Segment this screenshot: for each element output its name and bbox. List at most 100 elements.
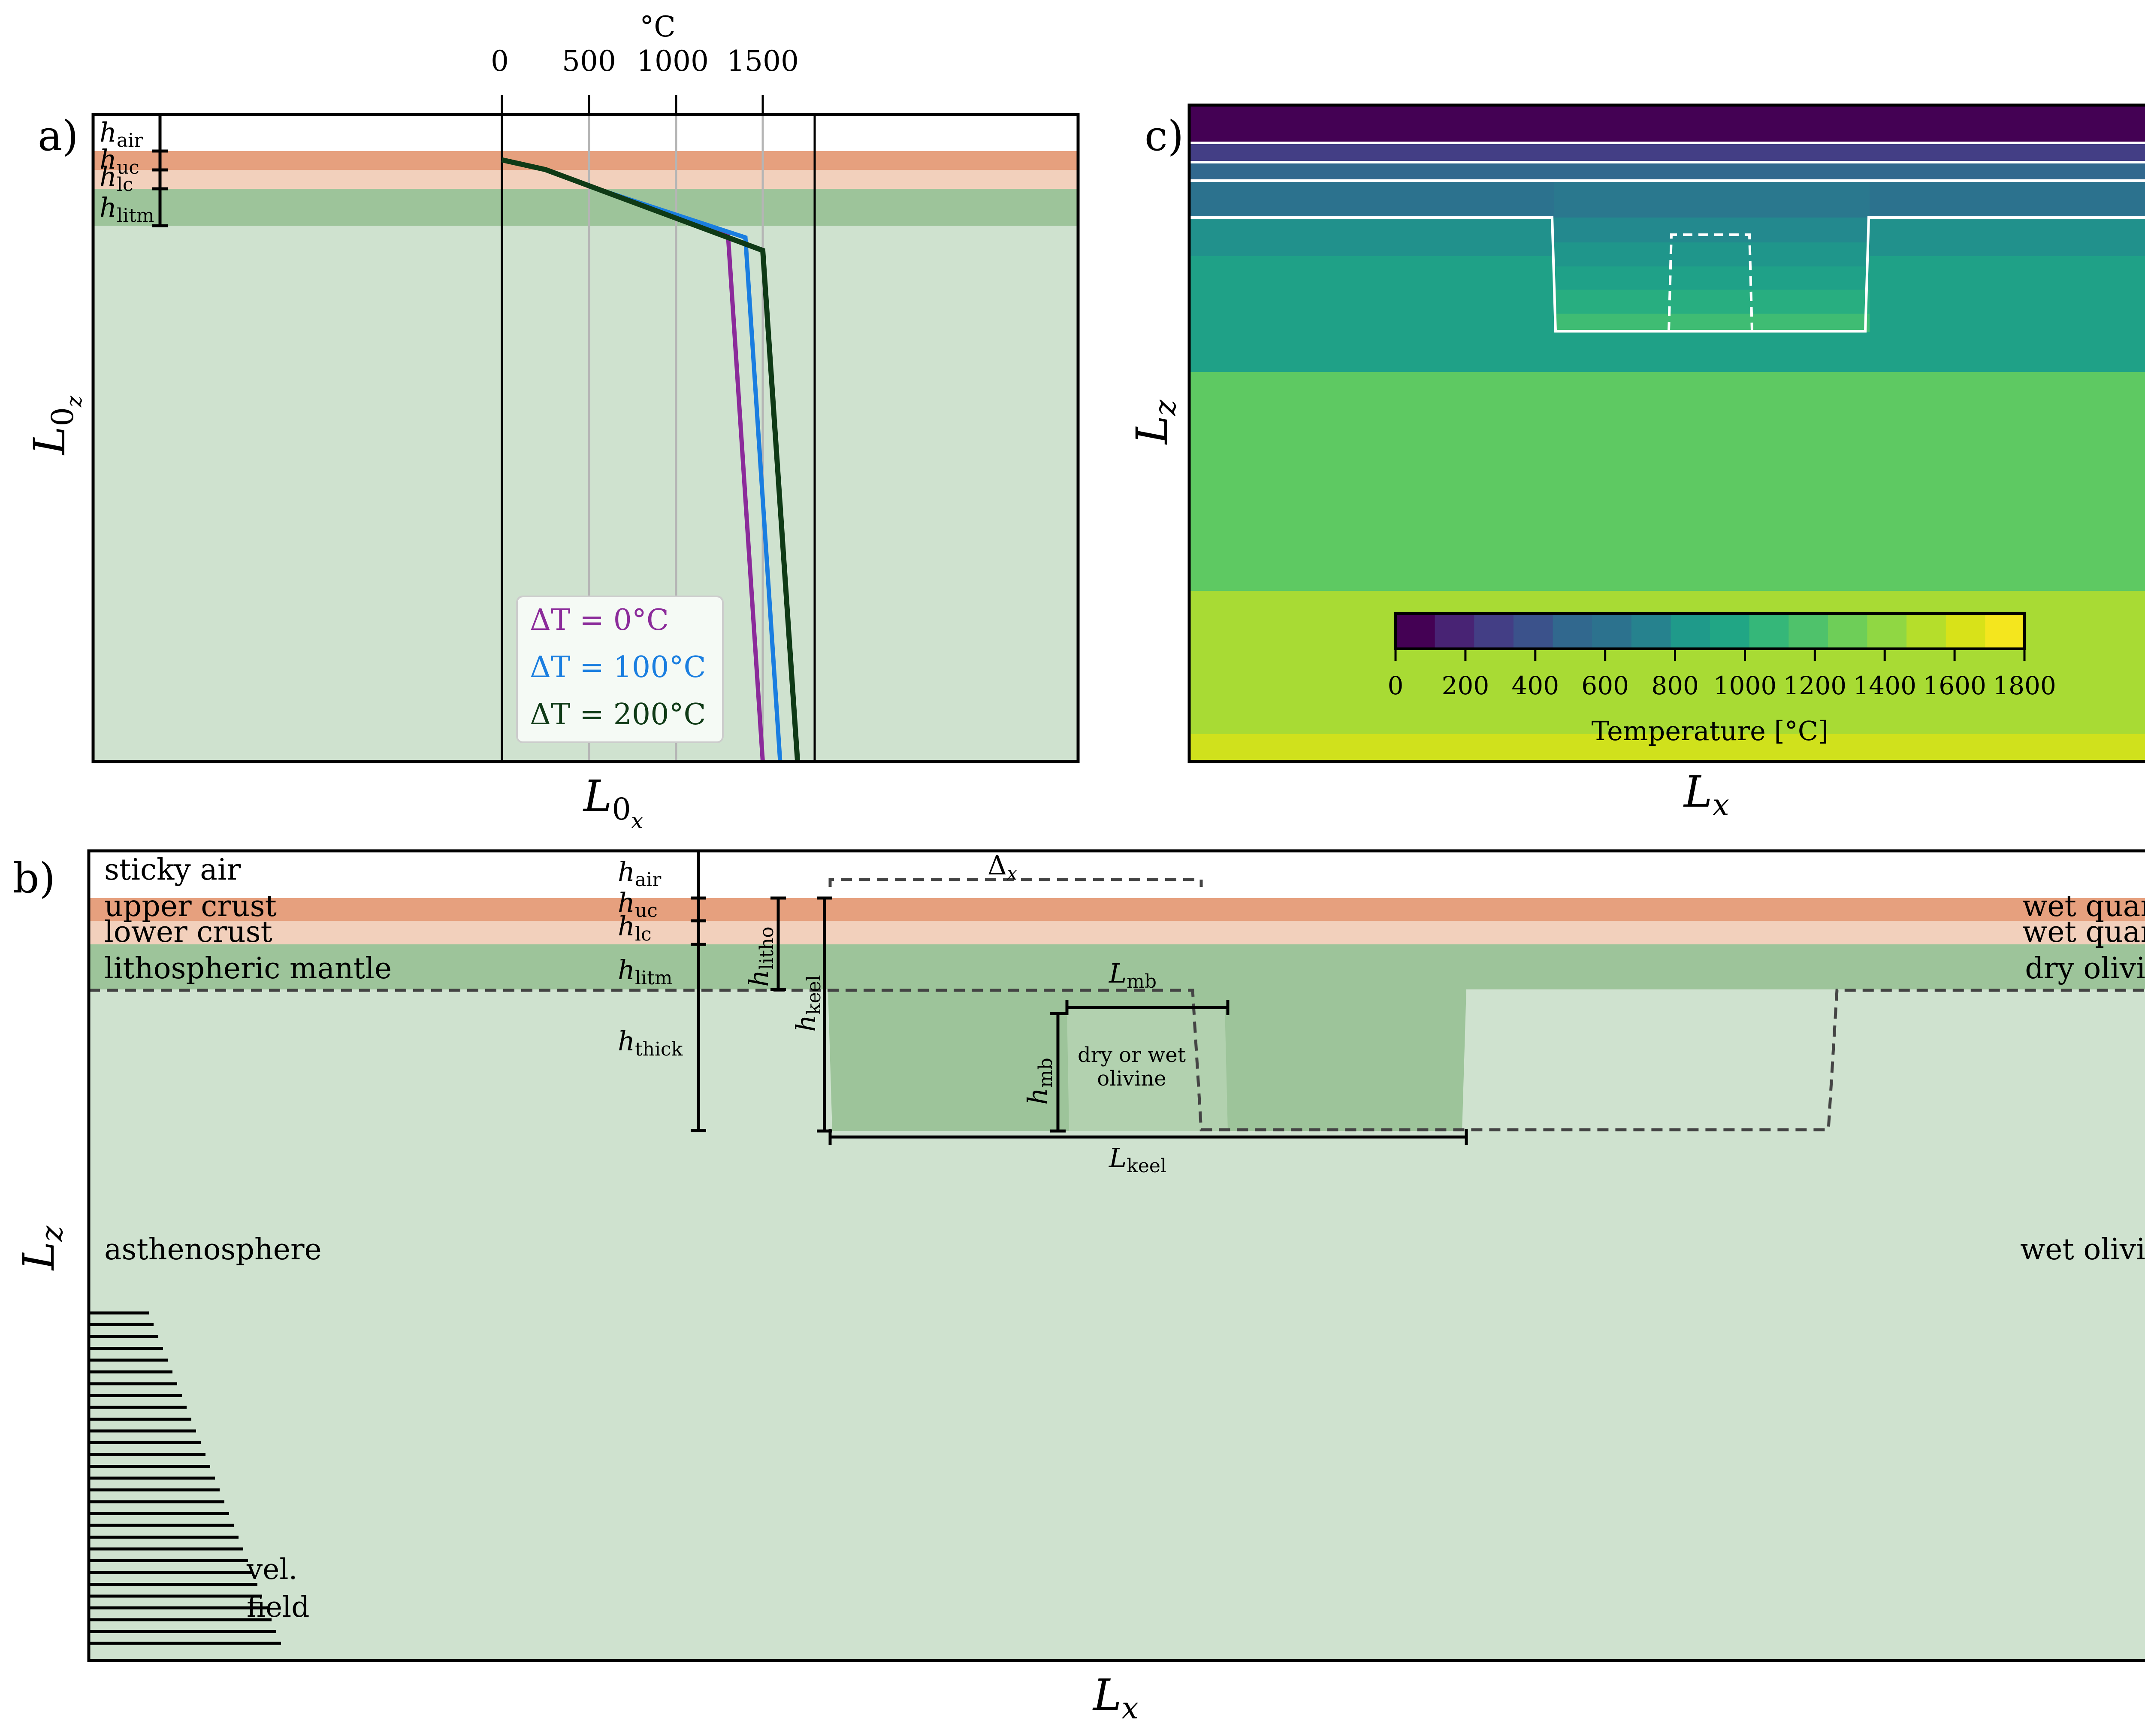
colorbar-cell-6 [1631,614,1671,649]
label-h-uc-a: huc [100,144,139,178]
shifted-keel-outline [89,989,2145,1131]
temp-axis-ticks [501,95,764,115]
panel-a-air-layer [93,115,1078,151]
label-h-lc-a: hlc [100,161,133,196]
temperature-band-2 [1189,143,2145,163]
panel-b-frame [87,849,2145,1662]
label-h-litm-a: hlitm [100,192,154,227]
keel-thermal-bands [1554,181,1870,332]
geotherm-series-2 [501,157,801,762]
mobile-belt [1067,1008,1228,1131]
panel-b-upper-crust-layer [89,898,2145,921]
label-h-litm-b: hlitm [618,954,673,989]
keel-band-2 [1554,218,1870,242]
colorbar-ticks: 0 200 400 600 800 1000 1200 1400 1600 1800 [1388,649,2056,700]
temperature-band-1 [1189,105,2145,143]
colorbar-tick-label-200: 200 [1442,671,1489,700]
colorbar-label: Temperature [°C] [1592,715,1829,747]
colorbar-cell-11 [1828,614,1868,649]
temperature-band-3 [1189,163,2145,181]
panel-c-boundaries [1189,142,2145,333]
panel-b-dashed-outlines [89,878,2145,1131]
mobile-belt-label-2: olivine [1097,1067,1166,1091]
temperature-band-9 [1189,734,2145,762]
panel-b-lithospheric-mantle-layer [89,944,2145,989]
colorbar-cell-12 [1867,614,1907,649]
colorbar-cell-2 [1474,614,1514,649]
colorbar-tick-label-1800: 1800 [1993,671,2056,700]
panel-c-label: c) [1145,112,1184,160]
panel-b: b) dry or wet olivine sticky air upper c… [13,849,2145,1726]
temp-tick-label-500: 500 [562,45,616,78]
panel-a: a) 0 500 1000 1500 °C [24,10,1080,833]
legend-box [516,596,724,743]
mobile-belt-label-1: dry or wet [1078,1043,1186,1067]
label-h-thick: hthick [618,1025,683,1060]
temp-tick-label-0: 0 [491,45,509,78]
layer-name-upper-crust: upper crust [104,889,277,923]
temp-axis-unit: °C [640,10,676,43]
colorbar-tick-label-1600: 1600 [1923,671,1986,700]
panel-b-air-layer [89,851,2145,898]
panel-c: c) [1127,103,2145,823]
panel-a-frame [91,113,1080,763]
material-lithospheric-mantle: dry olivine [2025,952,2145,986]
panel-b-y-label: Lz [14,1225,69,1271]
colorbar-cell-15 [1985,614,2025,649]
colorbar-cell-1 [1435,614,1475,649]
colorbar-cell-0 [1396,614,1435,649]
layer-name-sticky-air: sticky air [104,853,241,887]
material-asthenosphere: wet olivine [2020,1233,2145,1267]
colorbar: 0 200 400 600 800 1000 1200 1400 1600 1800 Temper… [1388,612,2056,747]
panel-a-x-label: L0x [583,771,643,833]
temperature-band-7 [1189,372,2145,591]
colorbar-cell-14 [1946,614,1986,649]
panel-c-y-label: Lz [1127,399,1183,445]
label-h-mb: hmb [1022,1058,1057,1105]
colorbar-cell-5 [1592,614,1632,649]
colorbar-tick-label-1400: 1400 [1853,671,1916,700]
colorbar-tick-label-800: 800 [1651,671,1699,700]
label-h-air-b: hair [618,856,662,891]
colorbar-tick-label-1200: 1200 [1783,671,1847,700]
velocity-field-left [89,1311,281,1645]
layer-name-lithospheric-mantle: lithospheric mantle [104,952,392,986]
boundary-keel [1189,216,2145,333]
panel-a-dimension-bar [152,113,168,227]
label-h-uc-b: huc [618,887,658,922]
delta-x-bracket [828,878,1203,887]
material-lower-crust: wet quartz [2022,915,2145,949]
panel-a-y-label: L0z [24,396,87,456]
colorbar-cell-8 [1710,614,1750,649]
colorbar-cell-3 [1513,614,1553,649]
keel-band-6 [1554,314,1870,332]
colorbar-tick-label-0: 0 [1388,671,1404,700]
geotherm-lines [501,157,801,762]
colorbar-cells [1396,614,2025,649]
material-upper-crust: wet quartz [2022,889,2145,923]
label-l-mb: Lmb [1109,958,1157,992]
label-h-keel: hkeel [790,975,825,1032]
vel-field-label-1: vel. [246,1553,297,1586]
colorbar-cell-4 [1553,614,1593,649]
panel-a-upper-crust-layer [93,151,1078,170]
colorbar-cell-10 [1789,614,1828,649]
label-h-lc-b: hlc [618,910,652,945]
temp-tick-label-1000: 1000 [637,45,709,78]
panel-b-x-label: Lx [1092,1670,1139,1726]
panel-c-x-label: Lx [1683,767,1729,823]
keel-band-1 [1554,181,1870,218]
panel-c-frame [1187,103,2145,763]
label-h-air-a: hair [100,117,143,151]
legend-entry-dt0: ΔT = 0°C [530,603,669,637]
colorbar-cell-13 [1906,614,1946,649]
colorbar-tick-label-400: 400 [1511,671,1559,700]
layer-name-lower-crust: lower crust [104,915,272,949]
panel-a-label: a) [38,112,79,160]
boundary-mobile-belt [1668,233,1753,332]
colorbar-cell-7 [1671,614,1710,649]
layer-name-asthenosphere: asthenosphere [104,1233,322,1267]
panel-b-label: b) [13,854,55,902]
label-h-litho: hlitho [743,926,778,987]
